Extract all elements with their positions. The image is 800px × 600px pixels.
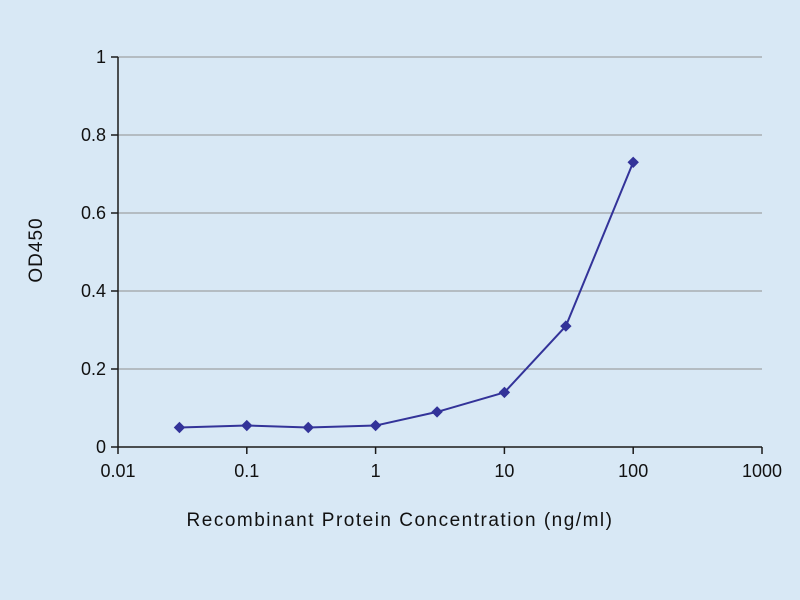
x-tick-label: 1: [371, 461, 381, 481]
x-axis-title: Recombinant Protein Concentration (ng/ml…: [186, 510, 614, 531]
data-point-marker: [173, 421, 186, 434]
y-tick-label: 0: [96, 437, 106, 457]
data-point-marker: [431, 406, 443, 418]
data-point-marker: [369, 419, 382, 432]
y-axis-title: OD450: [26, 217, 47, 283]
x-tick-label: 100: [618, 461, 648, 481]
x-tick-label: 0.01: [100, 461, 135, 481]
data-point-marker: [302, 421, 314, 434]
x-tick-label: 0.1: [234, 461, 259, 481]
x-tick-label: 10: [494, 461, 514, 481]
series-line: [179, 161, 635, 429]
y-tick-label: 0.8: [81, 125, 106, 145]
data-point-marker: [560, 320, 572, 332]
x-tick-label: 1000: [742, 461, 782, 481]
y-tick-label: 0.6: [81, 203, 106, 223]
y-tick-label: 0.4: [81, 281, 106, 301]
y-tick-label: 0.2: [81, 359, 106, 379]
data-point-marker: [627, 156, 639, 169]
data-point-marker: [498, 386, 511, 399]
data-point-marker: [241, 419, 253, 432]
y-tick-label: 1: [96, 47, 106, 67]
